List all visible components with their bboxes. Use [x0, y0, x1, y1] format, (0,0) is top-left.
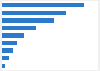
Bar	[2, 26, 36, 30]
Bar	[2, 56, 9, 60]
Bar	[2, 64, 5, 68]
Bar	[2, 33, 24, 38]
Bar	[2, 41, 17, 45]
Bar	[2, 48, 13, 53]
Bar	[2, 11, 66, 15]
Bar	[2, 18, 54, 23]
Bar	[2, 3, 84, 7]
